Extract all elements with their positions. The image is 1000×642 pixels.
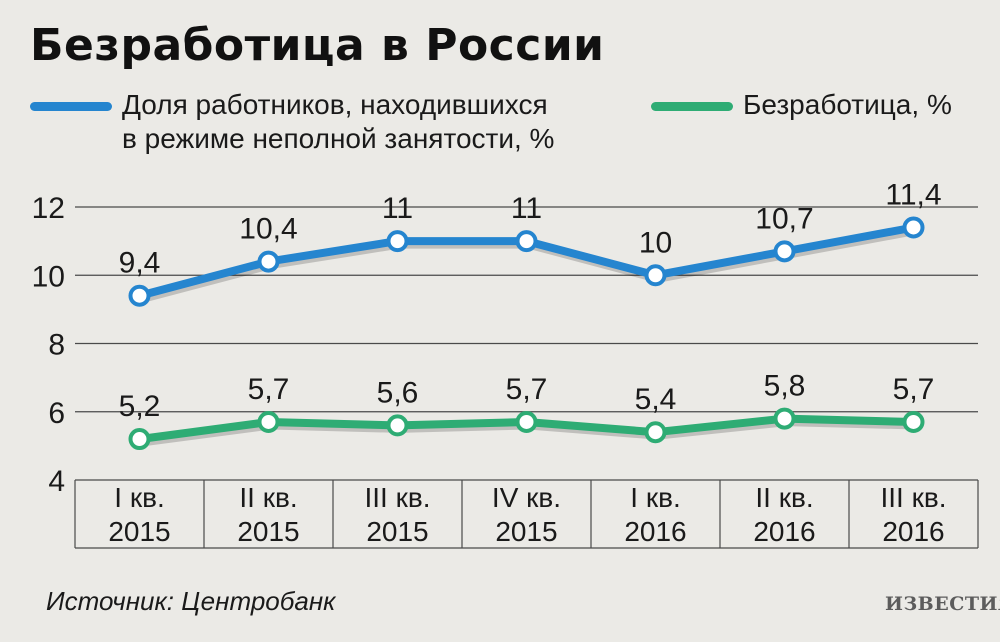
y-tick-label: 10 — [32, 260, 65, 293]
data-label: 5,8 — [764, 370, 806, 403]
y-tick-label: 12 — [32, 192, 65, 225]
data-point — [515, 230, 538, 253]
data-point — [644, 421, 667, 444]
data-point — [386, 230, 409, 253]
y-tick-label: 8 — [48, 329, 65, 362]
x-tick-label-quarter: I кв. — [630, 482, 680, 513]
legend-swatch-blue — [30, 102, 112, 111]
x-tick-label-year: 2015 — [366, 516, 428, 547]
data-label: 5,7 — [248, 373, 290, 406]
data-label: 10,7 — [755, 202, 813, 235]
chart-title: Безработица в России — [30, 20, 605, 71]
legend-label-unemployment: Безработица, % — [743, 89, 952, 120]
data-point — [257, 410, 280, 433]
data-label: 5,2 — [119, 390, 161, 423]
data-label: 10 — [639, 226, 672, 259]
x-tick-label-year: 2015 — [237, 516, 299, 547]
x-tick-label-quarter: III кв. — [880, 482, 946, 513]
data-point — [386, 414, 409, 437]
source-note: Источник: Центробанк — [46, 586, 336, 616]
data-point — [128, 428, 151, 451]
data-point — [128, 284, 151, 307]
data-label: 11,4 — [885, 178, 941, 211]
x-tick-label-year: 2015 — [108, 516, 170, 547]
izvestia-logo: ИЗВЕСТИЯ — [885, 593, 1000, 615]
x-tick-label-year: 2016 — [753, 516, 815, 547]
data-point — [257, 250, 280, 273]
x-tick-label-year: 2016 — [882, 516, 944, 547]
data-label: 11 — [511, 192, 542, 225]
data-label: 11 — [382, 192, 413, 225]
legend-label-part-time: Доля работников, находившихся в режиме н… — [122, 89, 555, 154]
data-label: 5,4 — [635, 383, 677, 416]
x-tick-label-quarter: IV кв. — [492, 482, 561, 513]
data-label: 10,4 — [239, 213, 297, 246]
data-point — [902, 216, 925, 239]
data-label: 5,7 — [893, 373, 935, 406]
x-tick-label-year: 2015 — [495, 516, 557, 547]
legend-item-part-time: Доля работников, находившихся в режиме н… — [30, 88, 554, 156]
x-tick-label-quarter: III кв. — [364, 482, 430, 513]
data-point — [515, 410, 538, 433]
data-point — [773, 240, 796, 263]
data-label: 5,6 — [377, 376, 419, 409]
data-point — [644, 264, 667, 287]
x-tick-label-quarter: II кв. — [239, 482, 297, 513]
x-tick-label-year: 2016 — [624, 516, 686, 547]
data-point — [773, 407, 796, 430]
x-tick-label-quarter: II кв. — [755, 482, 813, 513]
y-tick-label: 4 — [48, 465, 65, 498]
data-point — [902, 410, 925, 433]
data-label: 5,7 — [506, 373, 548, 406]
data-label: 9,4 — [119, 247, 161, 280]
legend-swatch-green — [651, 102, 733, 111]
legend-item-unemployment: Безработица, % — [651, 88, 952, 122]
x-tick-label-quarter: I кв. — [114, 482, 164, 513]
y-tick-label: 6 — [48, 397, 65, 430]
